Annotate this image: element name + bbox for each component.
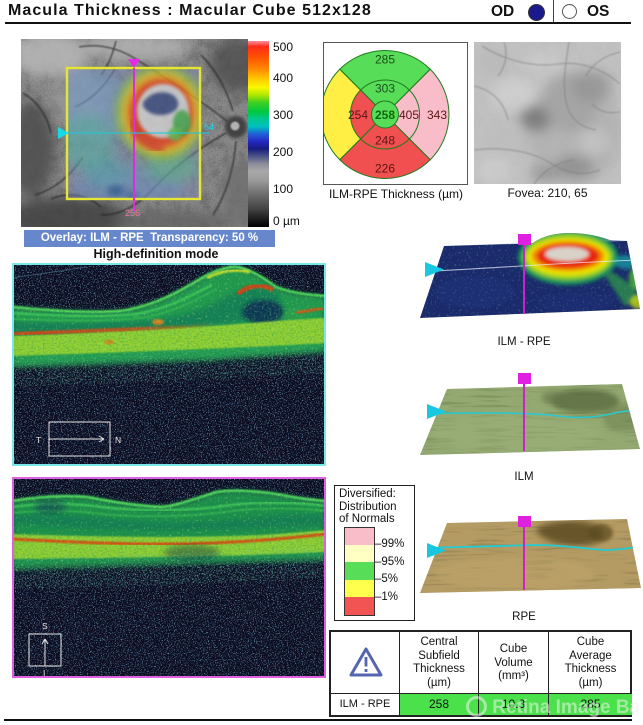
svg-text:285: 285 (375, 53, 395, 67)
svg-text:256: 256 (125, 208, 140, 218)
svg-text:258: 258 (375, 108, 395, 122)
svg-text:303: 303 (375, 82, 395, 96)
svg-text:I: I (43, 668, 45, 678)
svg-text:N: N (115, 435, 121, 445)
svg-text:343: 343 (427, 108, 447, 122)
svg-text:64: 64 (204, 122, 214, 132)
svg-text:226: 226 (375, 162, 395, 176)
svg-text:254: 254 (348, 108, 368, 122)
svg-text:405: 405 (399, 108, 419, 122)
svg-text:T: T (36, 435, 41, 445)
svg-text:S: S (42, 621, 48, 631)
svg-text:248: 248 (375, 134, 395, 148)
